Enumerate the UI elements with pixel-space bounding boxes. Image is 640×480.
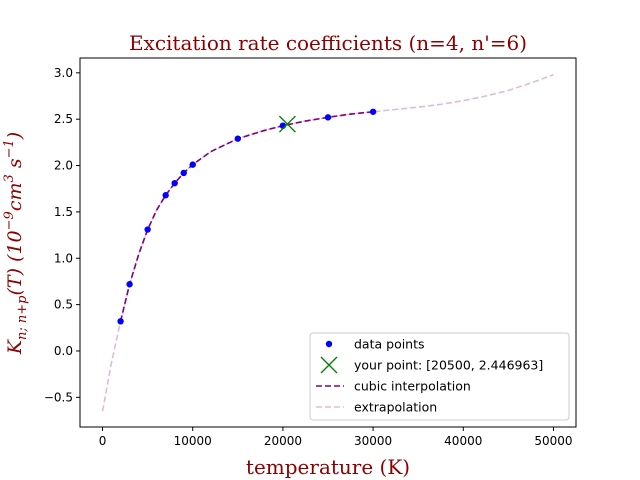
axes-frame bbox=[79, 57, 577, 428]
data-point bbox=[117, 318, 124, 325]
y-tick-label: 3.0 bbox=[54, 66, 73, 80]
user-point-stroke bbox=[278, 115, 296, 133]
data-point bbox=[369, 108, 377, 115]
x-tick-label: 10000 bbox=[174, 434, 212, 448]
user-point-marker bbox=[278, 115, 296, 133]
y-tick-label: −0.5 bbox=[44, 390, 73, 404]
x-tick-label: 30000 bbox=[354, 434, 392, 448]
y-axis-label: Kn; n+p(T) (10−9cm3 s−1) bbox=[2, 132, 30, 355]
y-tick-label: 0.0 bbox=[54, 344, 73, 358]
legend-label: extrapolation bbox=[354, 400, 437, 415]
x-tick-label: 20000 bbox=[264, 434, 302, 448]
legend-entry: extrapolation bbox=[316, 400, 437, 415]
plot-area: 0 10000 20000 30000 40000 50000 −0.5 0.0 0.5 1.0… bbox=[44, 57, 577, 448]
legend-marker bbox=[320, 356, 338, 374]
legend-entry: data points bbox=[325, 337, 425, 352]
x-tick-label: 0 bbox=[99, 434, 107, 448]
y-tick-label: 2.0 bbox=[54, 159, 73, 173]
y-tick-label: 1.5 bbox=[54, 205, 73, 219]
data-point bbox=[324, 114, 332, 121]
data-point bbox=[180, 169, 187, 177]
legend-label: your point: [20500, 2.446963] bbox=[354, 358, 543, 373]
legend: data points your point: [20500, 2.446963]… bbox=[309, 332, 570, 421]
x-tick-label: 40000 bbox=[444, 434, 482, 448]
y-axis-ticks: −0.5 0.0 0.5 1.0 1.5 2.0 2.5 3.0 bbox=[44, 66, 80, 404]
y-tick-label: 1.0 bbox=[54, 251, 73, 265]
legend-entries: data points your point: [20500, 2.446963]… bbox=[316, 337, 543, 415]
chart-title: Excitation rate coefficients (n=4, n'=6) bbox=[129, 31, 527, 55]
y-tick-label: 2.5 bbox=[54, 112, 73, 126]
data-point bbox=[126, 281, 133, 288]
data-point bbox=[171, 179, 178, 187]
x-axis-ticks: 0 10000 20000 30000 40000 50000 bbox=[99, 427, 573, 448]
legend-label: cubic interpolation bbox=[354, 379, 471, 394]
legend-marker bbox=[325, 340, 333, 348]
data-point bbox=[234, 135, 242, 142]
data-point bbox=[189, 161, 196, 168]
y-tick-label: 0.5 bbox=[54, 298, 73, 312]
legend-label: data points bbox=[354, 337, 425, 352]
series-markers bbox=[117, 108, 377, 325]
x-axis-label: temperature (K) bbox=[246, 455, 410, 479]
legend-entry: your point: [20500, 2.446963] bbox=[320, 356, 543, 374]
legend-frame bbox=[309, 332, 570, 421]
legend-entry: cubic interpolation bbox=[316, 379, 471, 394]
data-point bbox=[162, 192, 169, 199]
x-tick-label: 50000 bbox=[534, 434, 572, 448]
data-point bbox=[144, 226, 151, 233]
